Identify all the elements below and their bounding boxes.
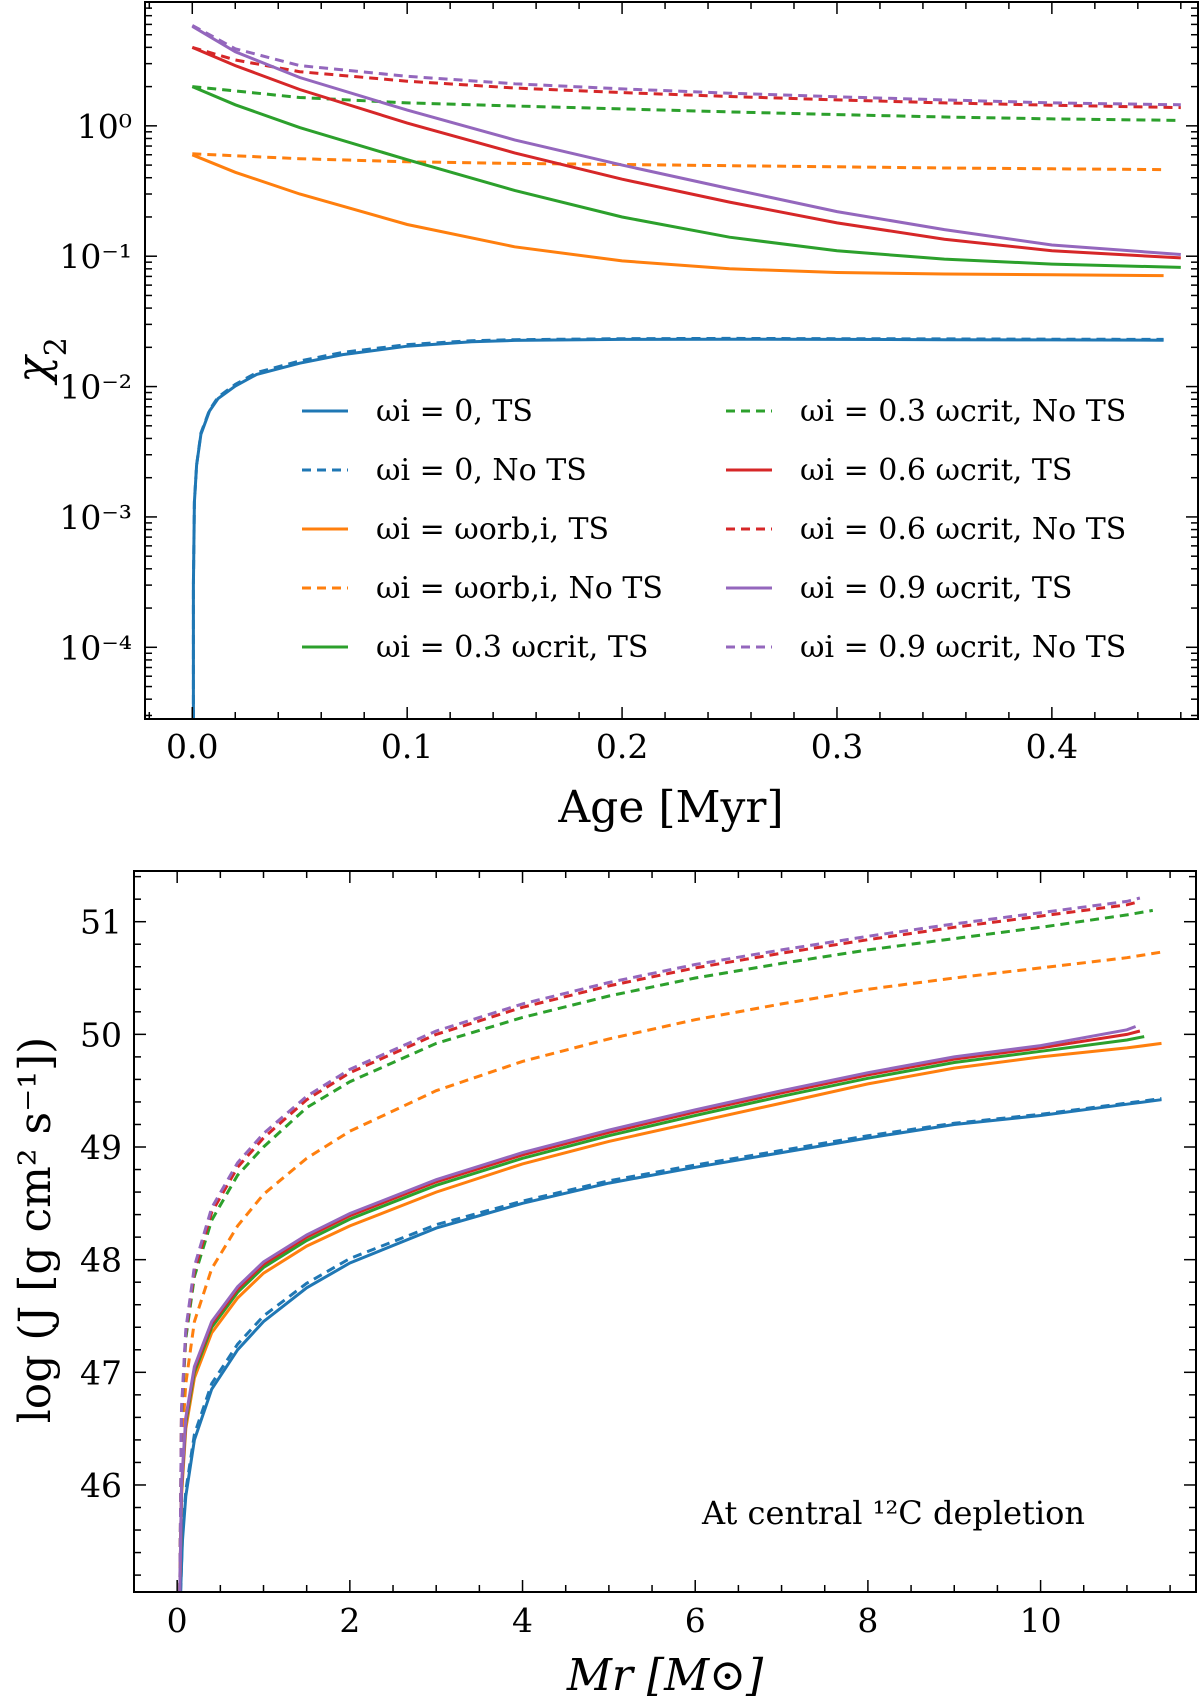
legend-label: ωi = 0.3 ωcrit, No TS [800,394,1126,429]
x-tick-label: 4 [512,1601,533,1640]
angular-momentum-series-line [178,1025,1137,1593]
angular-momentum-series-line [178,908,1154,1593]
angular-momentum-x-axis-title: Mr [M⊙] [566,1650,764,1700]
chi2-panel: 10⁻⁴ 10⁻³ 10⁻² 10⁻¹ 10⁰ 0.0 0.1 0.2 0.3 0.4 Age … [8,1,1199,833]
chi2-y-tick-labels: 10⁻⁴ 10⁻³ 10⁻² 10⁻¹ 10⁰ [59,107,132,667]
angular-momentum-series-line [179,1097,1162,1593]
x-tick-label: 2 [339,1601,360,1640]
chi2-series-line [191,24,1181,107]
legend-label: ωi = 0.9 ωcrit, TS [800,571,1072,606]
legend-label: ωi = 0, TS [376,394,533,429]
x-tick-label: 10 [1020,1601,1062,1640]
legend: ωi = 0, TS ωi = 0, No TS ωi = ωorb,i, TS ωi… [302,394,1126,665]
y-tick-label: 50 [80,1015,122,1054]
x-tick-label: 0.2 [596,727,648,766]
y-tick-label: 47 [80,1353,122,1392]
x-tick-label: 0.4 [1026,727,1078,766]
y-tick-label: 10⁻² [59,368,132,407]
x-tick-label: 0.1 [381,727,433,766]
chi2-x-tick-labels: 0.0 0.1 0.2 0.3 0.4 [166,727,1078,766]
angular-momentum-ticks [134,871,1196,1592]
x-tick-label: 0.0 [166,727,218,766]
y-tick-label: 51 [80,903,122,942]
y-tick-label: 49 [80,1128,122,1167]
chi2-series-group [191,24,1181,719]
x-tick-label: 0 [167,1601,188,1640]
y-tick-label: 10⁻¹ [59,237,132,276]
chi2-series-line [191,25,1181,256]
chi2-series-line [192,152,1164,172]
y-tick-label: 10⁻⁴ [59,628,132,667]
x-tick-label: 8 [857,1601,878,1640]
chi2-series-line [191,153,1164,278]
x-tick-label: 0.3 [811,727,863,766]
y-tick-label: 10⁰ [77,107,132,146]
chi2-series-line [191,46,1181,260]
legend-label: ωi = 0.6 ωcrit, TS [800,453,1072,488]
chi2-series-line [191,45,1181,110]
angular-momentum-y-axis-title: log (J [g cm² s⁻¹]) [10,1037,61,1424]
y-tick-label: 48 [80,1241,122,1280]
chi2-series-line [191,336,1164,719]
x-tick-label: 6 [685,1601,706,1640]
chi2-ticks [145,2,1198,719]
angular-momentum-series-group [178,896,1162,1593]
chi2-plot-frame [144,1,1199,720]
legend-label: ωi = 0.6 ωcrit, No TS [800,512,1126,547]
depletion-annotation: At central ¹²C depletion [701,1494,1085,1532]
angular-momentum-y-tick-labels: 46 47 48 49 50 51 [80,903,122,1505]
chi2-x-axis-title: Age [Myr] [557,782,783,833]
angular-momentum-series-line [178,896,1141,1593]
chi2-series-line [191,85,1181,269]
legend-label: ωi = ωorb,i, TS [376,512,609,547]
legend-label: ωi = 0.3 ωcrit, TS [376,630,648,665]
angular-momentum-plot-frame [133,870,1197,1593]
legend-label: ωi = 0, No TS [376,453,587,488]
angular-momentum-x-tick-labels: 0 2 4 6 8 10 [167,1601,1062,1640]
angular-momentum-series-line [178,899,1141,1593]
y-tick-label: 10⁻³ [59,498,132,537]
chi2-series-line [192,85,1181,122]
angular-momentum-series-line [178,950,1162,1593]
legend-label: ωi = ωorb,i, No TS [376,571,663,606]
y-tick-label: 46 [80,1466,122,1505]
legend-label: ωi = 0.9 ωcrit, No TS [800,630,1126,665]
